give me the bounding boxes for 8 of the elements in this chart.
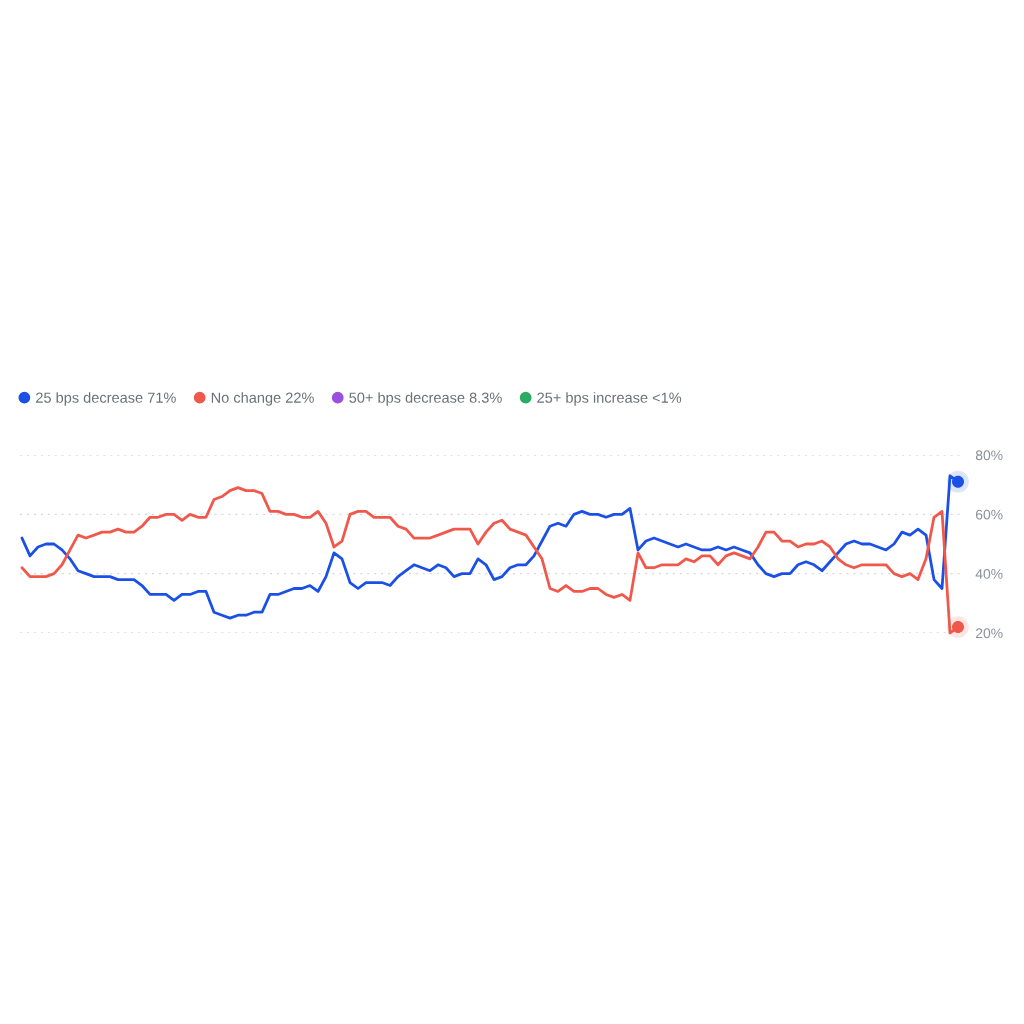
y-tick-label: 20% [975, 628, 1003, 639]
y-tick-label: 60% [975, 509, 1003, 520]
y-tick-label: 40% [975, 569, 1003, 579]
legend-label: 25 bps decrease 71% [36, 392, 176, 406]
legend-label: No change 22% [211, 392, 314, 406]
legend-label: 25+ bps increase <1% [537, 392, 682, 406]
legend-label: 50+ bps decrease 8.3% [349, 392, 502, 406]
y-tick-label: 80% [975, 450, 1003, 461]
